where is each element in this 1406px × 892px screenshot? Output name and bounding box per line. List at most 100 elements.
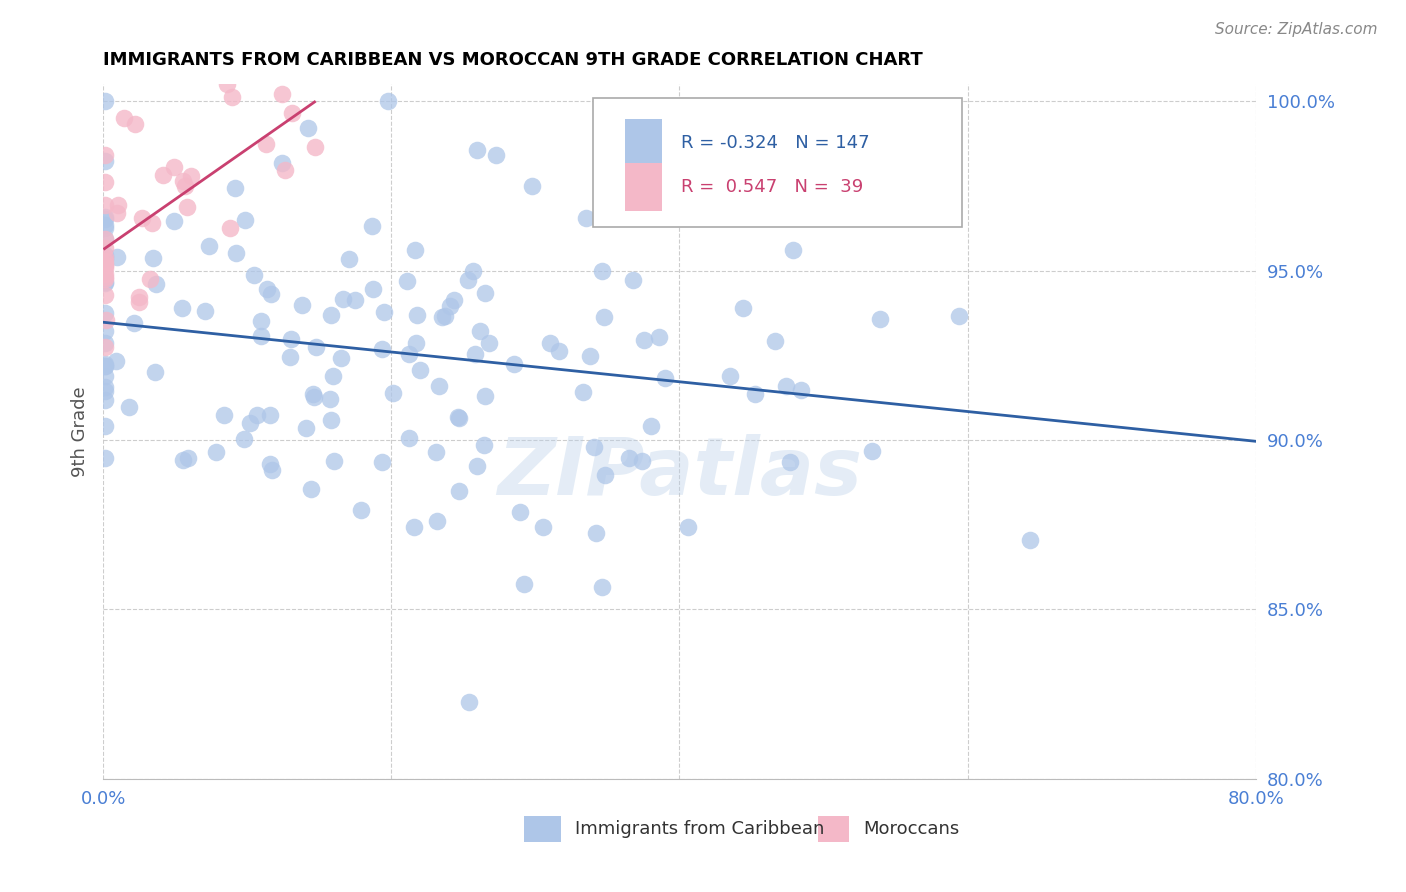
Point [194, 304, 217, 318]
Point [395, 274, 418, 288]
Point [575, 211, 598, 225]
Point [107, 197, 129, 211]
Point [93, 359, 115, 373]
Point [458, 695, 481, 709]
Point [104, 354, 127, 368]
Point [299, 482, 322, 496]
Point [406, 308, 429, 322]
Point [93, 324, 115, 338]
Point [131, 211, 153, 225]
Point [319, 413, 342, 427]
Point [443, 293, 465, 307]
Point [93, 272, 115, 286]
Point [478, 336, 501, 351]
Point [582, 440, 605, 454]
Point [361, 282, 384, 296]
Point [235, 213, 257, 227]
Point [93, 258, 115, 272]
Point [332, 292, 354, 306]
Point [775, 379, 797, 393]
Point [322, 368, 344, 383]
Point [141, 216, 163, 230]
Point [93, 250, 115, 264]
Point [339, 252, 361, 266]
Point [93, 261, 115, 276]
Point [432, 310, 454, 324]
Point [302, 390, 325, 404]
Point [291, 298, 314, 312]
Point [464, 347, 486, 361]
Point [254, 136, 277, 151]
Point [381, 386, 404, 401]
Point [344, 293, 367, 308]
Point [509, 504, 531, 518]
Point [233, 433, 256, 447]
Point [361, 219, 384, 233]
Point [124, 316, 146, 330]
Point [218, 221, 240, 235]
Text: Immigrants from Caribbean: Immigrants from Caribbean [575, 820, 824, 838]
Point [281, 106, 304, 120]
Point [270, 87, 292, 101]
Point [94, 312, 117, 326]
Bar [818, 815, 849, 842]
Point [93, 248, 115, 262]
Point [105, 250, 128, 264]
Point [319, 308, 342, 322]
Text: R =  0.547   N =  39: R = 0.547 N = 39 [681, 178, 863, 196]
Point [142, 252, 165, 266]
Point [548, 343, 571, 358]
Point [295, 421, 318, 435]
Point [93, 340, 115, 354]
Point [145, 277, 167, 292]
Point [198, 239, 221, 253]
Bar [626, 162, 662, 211]
Point [139, 271, 162, 285]
Point [538, 336, 561, 351]
Point [474, 389, 496, 403]
Point [93, 276, 115, 290]
Point [224, 245, 246, 260]
Point [280, 332, 302, 346]
Point [93, 418, 115, 433]
Point [180, 169, 202, 183]
Point [174, 179, 197, 194]
Point [323, 454, 346, 468]
Point [260, 286, 283, 301]
Point [260, 463, 283, 477]
Point [145, 365, 167, 379]
Text: IMMIGRANTS FROM CARIBBEAN VS MOROCCAN 9TH GRADE CORRELATION CHART: IMMIGRANTS FROM CARIBBEAN VS MOROCCAN 9T… [103, 51, 922, 69]
Point [617, 450, 640, 465]
Point [93, 148, 115, 162]
Point [93, 253, 115, 268]
Point [93, 451, 115, 466]
Point [633, 333, 655, 347]
Point [93, 242, 115, 256]
Point [465, 459, 488, 474]
Point [93, 154, 115, 169]
Point [93, 368, 115, 383]
Point [221, 90, 243, 104]
Point [93, 218, 115, 232]
Point [621, 273, 644, 287]
Point [779, 455, 801, 469]
Point [485, 148, 508, 162]
Point [425, 444, 447, 458]
Bar [524, 815, 561, 842]
Bar [626, 119, 662, 168]
Point [640, 419, 662, 434]
Point [93, 392, 115, 407]
Point [93, 287, 115, 301]
Point [271, 155, 294, 169]
Point [579, 349, 602, 363]
Point [377, 94, 399, 108]
Point [176, 200, 198, 214]
Point [304, 140, 326, 154]
Point [212, 409, 235, 423]
FancyBboxPatch shape [593, 98, 962, 227]
Point [474, 286, 496, 301]
Point [731, 301, 754, 316]
Point [585, 526, 607, 541]
Point [128, 294, 150, 309]
Point [274, 162, 297, 177]
